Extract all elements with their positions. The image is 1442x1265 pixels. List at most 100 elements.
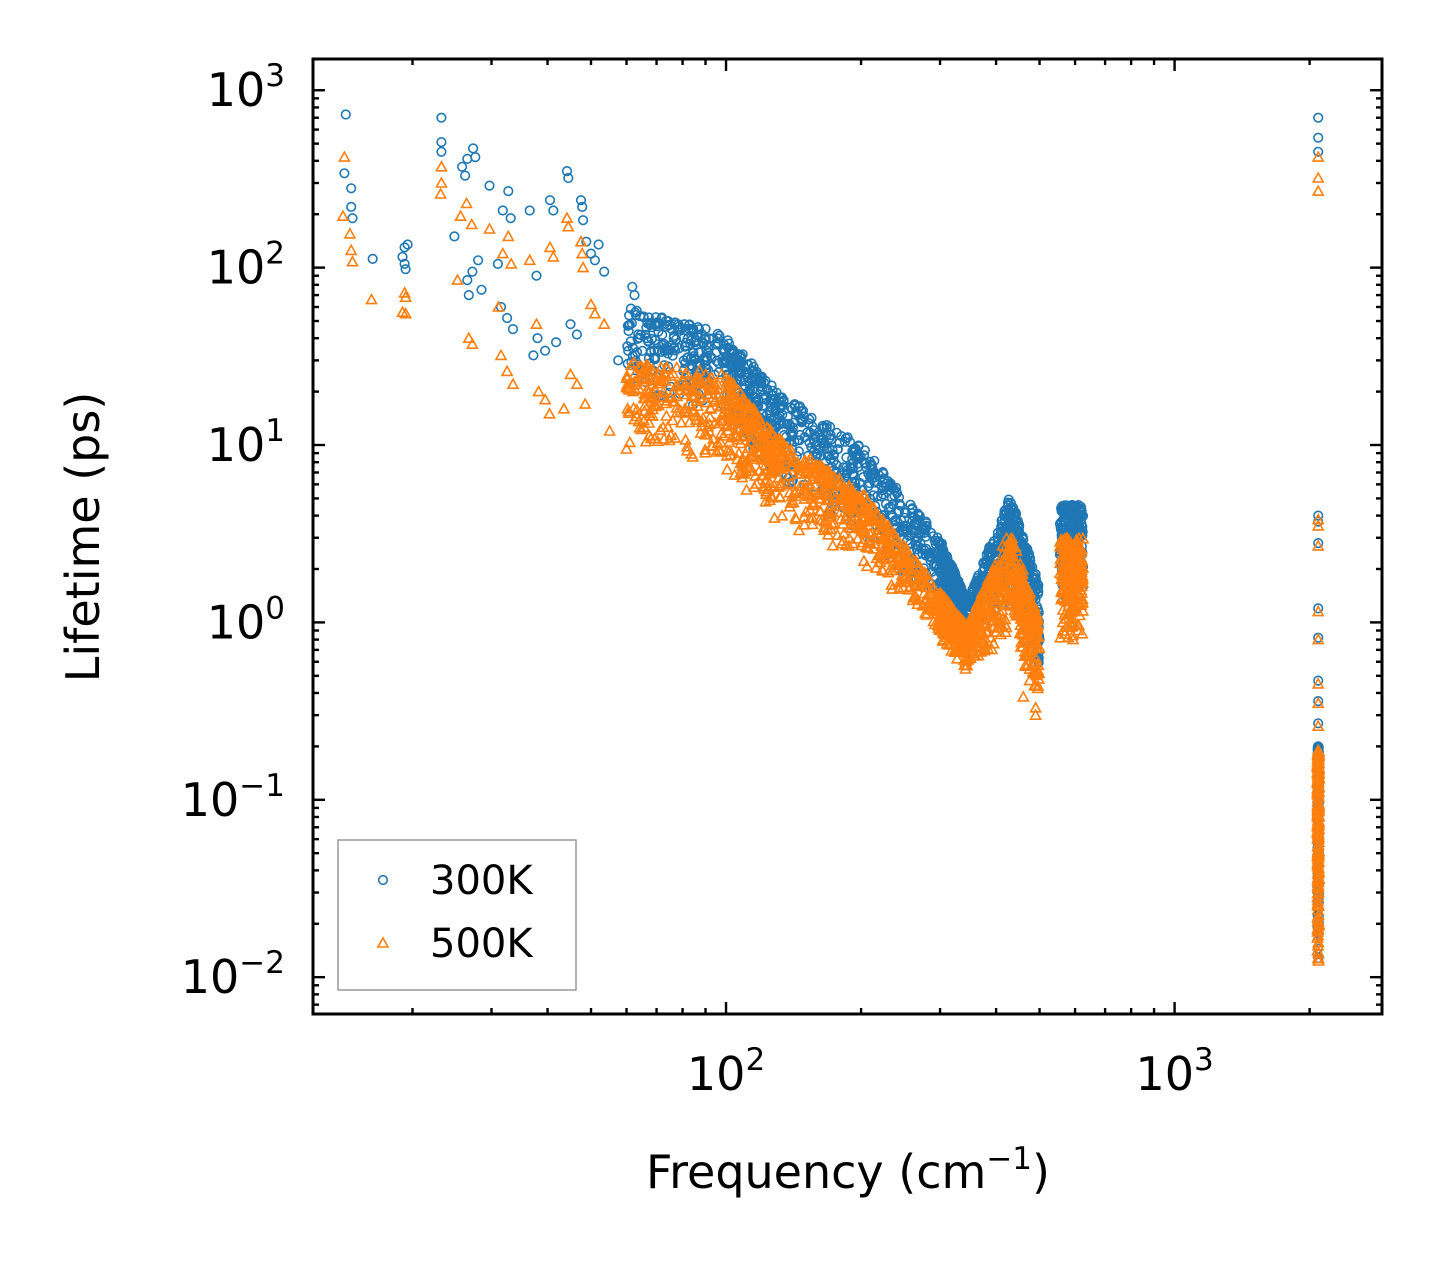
data-point-300K <box>936 576 948 588</box>
data-point-500K <box>806 517 819 530</box>
data-point-500K <box>1031 681 1045 694</box>
data-point-500K <box>1311 775 1324 787</box>
data-point-500K <box>1076 532 1090 544</box>
data-point-500K <box>501 229 515 242</box>
data-point-500K <box>934 618 947 630</box>
data-point-500K <box>901 553 915 565</box>
data-point-500K <box>824 507 838 520</box>
data-point-500K <box>819 477 833 490</box>
data-point-300K <box>1010 514 1021 525</box>
data-point-500K <box>993 573 1006 586</box>
data-point-300K <box>467 266 478 277</box>
data-point-500K <box>543 240 557 253</box>
data-point-500K <box>670 389 684 402</box>
data-point-500K <box>1311 677 1325 689</box>
data-point-500K <box>991 614 1005 626</box>
data-point-500K <box>756 437 770 449</box>
data-point-500K <box>716 393 730 406</box>
data-point-500K <box>851 532 865 544</box>
data-point-500K <box>989 604 1003 616</box>
data-point-500K <box>564 367 577 380</box>
data-point-300K <box>528 350 539 361</box>
data-point-500K <box>849 506 863 518</box>
data-point-500K <box>721 417 734 430</box>
data-point-300K <box>397 251 408 262</box>
data-point-500K <box>988 572 1002 585</box>
data-point-500K <box>1311 184 1325 196</box>
data-point-300K <box>764 407 775 418</box>
data-point-500K <box>637 414 651 426</box>
data-point-500K <box>861 541 875 553</box>
data-point-500K <box>838 483 852 495</box>
data-point-300K <box>936 556 947 567</box>
data-point-500K <box>906 593 920 606</box>
legend-marker-300K <box>377 874 389 886</box>
data-point-500K <box>875 532 888 545</box>
data-point-500K <box>855 510 868 523</box>
data-point-500K <box>975 612 989 625</box>
data-point-500K <box>1311 696 1325 709</box>
data-point-500K <box>725 384 738 396</box>
data-point-500K <box>624 358 638 371</box>
data-point-500K <box>584 297 598 310</box>
data-point-300K <box>629 290 640 301</box>
data-point-300K <box>502 312 513 324</box>
data-point-500K <box>680 444 694 456</box>
data-point-500K <box>1018 603 1032 616</box>
data-point-500K <box>1066 632 1080 645</box>
data-point-500K <box>757 447 770 459</box>
data-point-300K <box>981 549 992 560</box>
data-point-500K <box>1015 567 1028 579</box>
data-point-500K <box>1060 534 1074 547</box>
data-point-500K <box>628 383 642 395</box>
data-point-500K <box>888 554 902 566</box>
data-point-500K <box>1311 881 1325 894</box>
data-point-300K <box>943 565 954 577</box>
data-point-300K <box>755 386 766 397</box>
data-point-500K <box>705 378 719 390</box>
data-point-300K <box>754 371 766 382</box>
data-point-500K <box>1061 559 1074 572</box>
data-point-500K <box>797 455 811 468</box>
data-point-300K <box>638 311 649 322</box>
data-point-500K <box>875 563 889 575</box>
data-point-300K <box>484 180 495 191</box>
data-point-500K <box>951 638 965 650</box>
data-point-300K <box>859 457 870 468</box>
data-point-500K <box>695 415 709 428</box>
data-point-500K <box>654 390 667 402</box>
data-point-500K <box>703 376 716 389</box>
data-point-500K <box>871 508 885 521</box>
data-point-500K <box>1031 658 1045 671</box>
data-point-500K <box>964 634 978 647</box>
data-point-300K <box>571 329 583 340</box>
data-point-500K <box>680 440 694 452</box>
data-point-500K <box>633 359 646 372</box>
data-point-500K <box>1311 925 1325 937</box>
data-point-500K <box>783 468 796 481</box>
data-point-500K <box>1311 758 1324 770</box>
data-point-500K <box>1054 592 1068 605</box>
data-point-500K <box>396 305 409 318</box>
data-point-300K <box>859 445 871 456</box>
data-point-500K <box>451 273 464 285</box>
data-point-300K <box>462 275 473 286</box>
data-point-500K <box>644 431 658 444</box>
data-point-500K <box>492 300 505 312</box>
data-point-500K <box>1061 630 1075 643</box>
data-point-500K <box>857 554 871 567</box>
data-point-300K <box>744 378 756 389</box>
data-point-500K <box>964 620 978 632</box>
data-point-500K <box>755 468 769 481</box>
data-point-500K <box>997 552 1011 565</box>
data-point-500K <box>647 397 661 410</box>
data-point-300K <box>732 360 743 371</box>
data-point-500K <box>680 379 693 392</box>
data-point-500K <box>736 466 749 479</box>
data-point-300K <box>347 213 358 224</box>
data-point-500K <box>734 409 748 422</box>
data-point-500K <box>621 402 634 414</box>
data-point-500K <box>742 398 756 410</box>
data-point-300K <box>688 353 700 364</box>
